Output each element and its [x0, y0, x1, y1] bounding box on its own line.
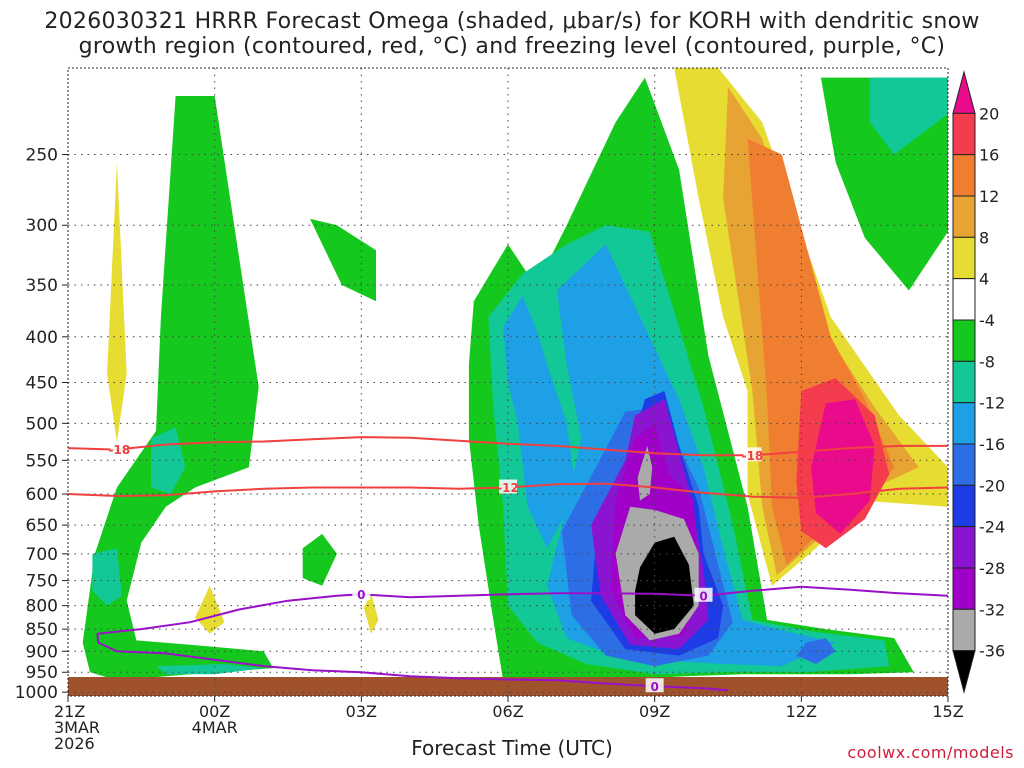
y-tick-label-750: 750: [26, 572, 58, 592]
y-axis: 2503003504004505005506006507007508008509…: [15, 146, 68, 703]
omega-region-9: [82, 96, 274, 681]
colorbar-label-8: -16: [979, 435, 1005, 454]
y-tick-label-350: 350: [26, 276, 58, 296]
plot-area: -18 -18 -12 0 0 0: [68, 68, 948, 696]
colorbar-bin-13: [952, 608, 976, 652]
y-tick-label-900: 900: [26, 642, 58, 662]
colorbar-bin-9: [952, 443, 976, 486]
freezing-level-contour-2: [97, 585, 948, 635]
omega-region-8: [811, 399, 875, 534]
colorbar-bin-7: [952, 360, 976, 404]
freezing-level-contour-3: [96, 633, 729, 692]
contour-label-bg: [499, 479, 517, 494]
colorbar-bin-10: [952, 484, 976, 528]
colorbar-label-11: -28: [979, 559, 1005, 578]
colorbar-bin-4: [952, 236, 976, 280]
x-tick-label-3-0: 00Z: [199, 702, 230, 721]
x-tick-label-0-2: 2026: [54, 734, 95, 753]
colorbar-label-1: 16: [979, 146, 999, 165]
omega-region-2: [363, 593, 379, 634]
contour-label: -18: [742, 449, 764, 463]
credit-link[interactable]: coolwx.com/models: [847, 743, 1014, 762]
y-tick-label-650: 650: [26, 516, 58, 536]
y-tick-label-850: 850: [26, 620, 58, 640]
contour-label-bg: [743, 447, 762, 462]
colorbar-bin-11: [952, 526, 976, 569]
omega-region-11: [310, 218, 376, 302]
x-tick-label-3-1: 4MAR: [192, 718, 238, 737]
y-tick-label-800: 800: [26, 597, 58, 617]
colorbar-label-2: 12: [979, 187, 999, 206]
contour-label: -18: [108, 443, 130, 457]
y-tick-label-550: 550: [26, 451, 58, 471]
contour-label: 0: [650, 680, 658, 694]
colorbar-bin-6: [952, 319, 976, 362]
y-tick-label-950: 950: [26, 663, 58, 683]
omega-region-1: [195, 585, 225, 634]
colorbar-bin-2: [952, 154, 976, 197]
chart-title-line-2: growth region (contoured, red, °C) and f…: [78, 34, 946, 59]
contour-label: -12: [497, 481, 519, 495]
contour-label-bg: [352, 586, 371, 601]
colorbar-label-12: -32: [979, 600, 1005, 619]
colorbar-label-0: 20: [979, 104, 999, 123]
y-tick-label-600: 600: [26, 485, 58, 505]
y-tick-label-700: 700: [26, 545, 58, 565]
omega-region-16: [156, 664, 264, 675]
omega-region-17: [869, 77, 948, 155]
omega-region-10: [302, 533, 337, 586]
colorbar-bin-12: [952, 567, 976, 610]
colorbar-bin-8: [952, 402, 976, 445]
y-tick-label-450: 450: [26, 373, 58, 393]
x-tick-label-12-0: 09Z: [639, 702, 670, 721]
colorbar-label-3: 8: [979, 228, 989, 247]
colorbar: 20 16 12 8 4 -4 -8 -12 -16 -20 -24 -28 -32 -36: [952, 70, 1005, 694]
y-tick-label-500: 500: [26, 414, 58, 434]
x-tick-label-6-0: 03Z: [346, 702, 377, 721]
colorbar-label-7: -12: [979, 394, 1005, 413]
chart-title-line-1: 2026030321 HRRR Forecast Omega (shaded, …: [44, 9, 980, 34]
colorbar-bin-1: [952, 112, 976, 156]
omega-region-0: [107, 162, 127, 443]
x-tick-label-0-0: 21Z: [54, 702, 85, 721]
dgz-contour-0: [68, 436, 948, 457]
colorbar-label-10: -24: [979, 518, 1005, 537]
x-tick-label-18-0: 15Z: [932, 702, 963, 721]
colorbar-label-5: -4: [979, 311, 995, 330]
contour-label-bg: [645, 678, 664, 693]
colorbar-bin-0: [952, 70, 976, 114]
y-tick-label-250: 250: [26, 146, 58, 166]
contour-label: 0: [699, 589, 707, 603]
x-tick-label-9-0: 06Z: [492, 702, 523, 721]
contour-label: 0: [357, 588, 365, 602]
x-tick-label-0-1: 3MAR: [54, 718, 100, 737]
grid-lines: [68, 68, 948, 696]
contour-label-bg: [694, 587, 713, 602]
contour-label-bg: [110, 441, 129, 456]
colorbar-label-13: -36: [979, 642, 1005, 661]
colorbar-bin-14: [952, 650, 976, 694]
x-tick-label-15-0: 12Z: [786, 702, 817, 721]
y-tick-label-300: 300: [26, 216, 58, 236]
colorbar-label-6: -8: [979, 352, 995, 371]
colorbar-label-9: -20: [979, 476, 1005, 495]
omega-region-14: [92, 548, 122, 606]
omega-region-27: [635, 536, 694, 634]
colorbar-bin-5: [952, 278, 976, 321]
colorbar-bin-3: [952, 195, 976, 238]
colorbar-label-4: 4: [979, 270, 989, 289]
y-tick-label-1000: 1000: [15, 683, 58, 703]
y-tick-label-400: 400: [26, 328, 58, 348]
x-axis-label: Forecast Time (UTC): [411, 736, 613, 760]
